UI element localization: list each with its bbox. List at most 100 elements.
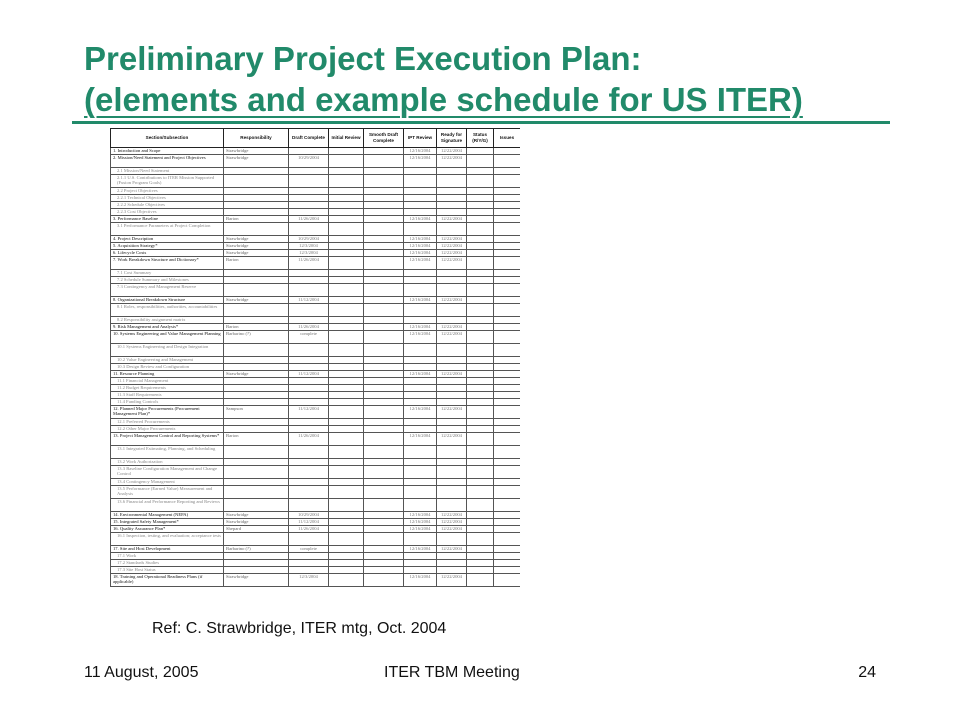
table-cell: [328, 384, 364, 392]
table-row: 2.2.1 Technical Objectives: [110, 194, 520, 202]
table-cell: [436, 363, 467, 371]
table-cell: [363, 208, 404, 216]
table-cell: [466, 323, 494, 331]
table-cell: 12/3/2004: [288, 249, 329, 257]
table-row: 2.2.2 Schedule Objectives: [110, 201, 520, 209]
table-cell: [363, 432, 404, 446]
table-cell: [328, 432, 364, 446]
table-cell: 11/12/2004: [288, 405, 329, 419]
table-cell: 12/16/2004: [403, 370, 437, 378]
table-cell: [493, 256, 520, 270]
table-cell: [328, 235, 364, 243]
table-cell: [363, 343, 404, 357]
table-cell: [328, 559, 364, 567]
table-cell: [328, 566, 364, 574]
table-row: 13.4 Contingency Management: [110, 478, 520, 486]
table-cell: [403, 187, 437, 195]
table-cell: [363, 511, 404, 519]
table-cell: [223, 418, 289, 426]
table-cell: [363, 242, 404, 250]
table-cell: [436, 485, 467, 499]
table-cell: Strawbridge: [223, 296, 289, 304]
table-cell: [466, 269, 494, 277]
table-cell: [223, 201, 289, 209]
table-cell: [403, 356, 437, 364]
table-cell: [363, 398, 404, 406]
table-row: 3.1 Performance Parameters at Project Co…: [110, 222, 520, 236]
table-cell: [466, 573, 494, 587]
table-cell: 12/22/2004: [436, 296, 467, 304]
table-cell: Barton: [223, 256, 289, 270]
table-cell: [328, 187, 364, 195]
table-cell: [363, 276, 404, 284]
table-cell: 11/26/2004: [288, 215, 329, 223]
table-cell: [223, 269, 289, 277]
table-cell: [363, 256, 404, 270]
section-cell: 10.1 Systems Engineering and Design Inte…: [110, 343, 224, 357]
table-cell: 12/22/2004: [436, 323, 467, 331]
table-cell: [363, 458, 404, 466]
section-cell: 12. Planned Major Procurements (Procurem…: [110, 405, 224, 419]
table-cell: [288, 485, 329, 499]
reference-note: Ref: C. Strawbridge, ITER mtg, Oct. 2004: [152, 620, 447, 637]
table-cell: [493, 485, 520, 499]
column-header: Draft Complete: [288, 128, 329, 148]
table-cell: [493, 545, 520, 553]
footer-event: ITER TBM Meeting: [384, 664, 520, 681]
table-cell: [466, 405, 494, 419]
table-cell: [403, 532, 437, 546]
table-cell: 12/22/2004: [436, 256, 467, 270]
table-cell: [363, 269, 404, 277]
table-cell: [493, 235, 520, 243]
section-cell: 7.2 Schedule Summary and Milestones: [110, 276, 224, 284]
schedule-table-container: Section/Subsection Responsibility Draft Co…: [110, 128, 520, 600]
table-cell: [328, 330, 364, 344]
section-cell: 10. Systems Engineering and Value Manage…: [110, 330, 224, 344]
table-cell: [363, 525, 404, 533]
table-cell: 10/29/2004: [288, 154, 329, 168]
table-cell: [223, 425, 289, 433]
table-row: 16. Quality Assurance Plan* Shepard 11/26/…: [110, 525, 520, 533]
table-cell: 12/16/2004: [403, 432, 437, 446]
table-cell: 12/22/2004: [436, 154, 467, 168]
table-cell: [288, 363, 329, 371]
table-cell: [403, 316, 437, 324]
table-cell: [328, 370, 364, 378]
table-cell: [493, 518, 520, 526]
table-cell: [288, 425, 329, 433]
section-cell: 17.2 Standards Studies: [110, 559, 224, 567]
section-cell: 2.1 Mission/Need Statement: [110, 167, 224, 175]
table-cell: 12/22/2004: [436, 235, 467, 243]
table-cell: [288, 316, 329, 324]
section-cell: 17.1 Work: [110, 552, 224, 560]
table-cell: [436, 269, 467, 277]
table-cell: [466, 283, 494, 297]
table-cell: 10/29/2004: [288, 235, 329, 243]
table-cell: [363, 303, 404, 317]
table-cell: [466, 532, 494, 546]
table-cell: [493, 283, 520, 297]
section-cell: 17. Site and Host Development: [110, 545, 224, 553]
table-cell: [436, 283, 467, 297]
table-cell: [288, 498, 329, 512]
table-cell: [466, 425, 494, 433]
table-cell: [466, 154, 494, 168]
table-header-row: Section/Subsection Responsibility Draft Co…: [110, 128, 520, 148]
table-cell: [466, 167, 494, 175]
title-divider: [72, 121, 890, 124]
table-cell: [288, 445, 329, 459]
table-cell: [223, 552, 289, 560]
table-cell: [403, 377, 437, 385]
table-cell: [363, 147, 404, 155]
column-header: Responsibility: [223, 128, 289, 148]
table-cell: [436, 445, 467, 459]
table-row: 11.4 Funding Controls: [110, 398, 520, 406]
title-line-2: (elements and example schedule for US IT…: [84, 81, 803, 118]
section-cell: 6. Lifecycle Costs: [110, 249, 224, 257]
section-cell: 16. Quality Assurance Plan*: [110, 525, 224, 533]
table-cell: [436, 174, 467, 188]
table-cell: [466, 222, 494, 236]
table-cell: [493, 566, 520, 574]
table-cell: complete: [288, 545, 329, 553]
section-cell: 11.3 Staff Requirements: [110, 391, 224, 399]
